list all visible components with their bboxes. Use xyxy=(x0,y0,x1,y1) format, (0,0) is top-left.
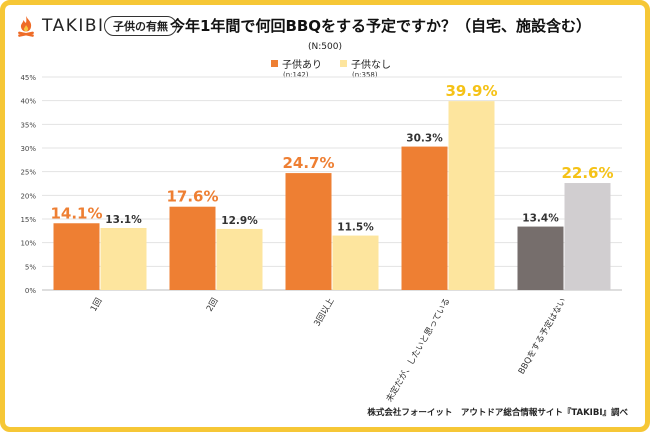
y-tick-label: 0% xyxy=(25,287,36,295)
y-tick-label: 25% xyxy=(20,169,36,177)
legend-label-with-kids: 子供あり xyxy=(282,60,322,71)
takibi-logo: TAKIBI xyxy=(14,14,105,38)
data-label: 22.6% xyxy=(561,164,613,182)
data-label: 24.7% xyxy=(282,154,334,172)
legend-item-with-kids: 子供あり (n:142) xyxy=(271,56,322,79)
bar xyxy=(53,223,100,290)
source-credit: 株式会社フォーイット アウトドア総合情報サイト『TAKIBI』調べ xyxy=(367,408,628,418)
y-tick-label: 20% xyxy=(20,192,36,200)
category-label: 2回 xyxy=(205,297,221,314)
chart-title: 今年1年間で何回BBQをする予定ですか？（自宅、施設含む） xyxy=(170,17,592,35)
legend-n-with-kids: (n:142) xyxy=(283,71,309,79)
y-tick-label: 15% xyxy=(20,216,36,224)
bar xyxy=(448,101,495,290)
data-label: 14.1% xyxy=(50,204,102,222)
bar xyxy=(285,173,332,290)
y-tick-label: 45% xyxy=(20,74,36,82)
data-label: 13.4% xyxy=(522,213,559,225)
bar xyxy=(517,226,564,290)
legend: 子供あり (n:142) 子供なし (n:358) xyxy=(271,56,391,79)
data-label: 17.6% xyxy=(166,188,218,206)
data-label: 11.5% xyxy=(337,222,374,234)
legend-swatch-with-kids xyxy=(271,60,278,67)
legend-label-without-kids: 子供なし xyxy=(351,60,391,71)
y-tick-label: 35% xyxy=(20,121,36,129)
y-tick-label: 30% xyxy=(20,145,36,153)
category-label: BBQをする予定はない xyxy=(516,296,569,376)
legend-item-without-kids: 子供なし (n:358) xyxy=(340,56,391,79)
y-tick-label: 5% xyxy=(25,263,36,271)
bar xyxy=(401,146,448,290)
bar xyxy=(169,206,216,290)
bar xyxy=(100,227,147,290)
data-label: 39.9% xyxy=(445,82,497,100)
legend-swatch-without-kids xyxy=(340,60,347,67)
bar xyxy=(564,183,611,290)
sample-size: (N:500) xyxy=(308,42,342,52)
legend-n-without-kids: (n:358) xyxy=(352,71,378,79)
data-label: 30.3% xyxy=(406,133,443,145)
logo-text: TAKIBI xyxy=(42,16,105,36)
category-label: 3回以上 xyxy=(312,296,336,328)
bar xyxy=(216,228,263,290)
campfire-icon xyxy=(18,16,34,37)
y-tick-label: 10% xyxy=(20,240,36,248)
y-tick-label: 40% xyxy=(20,98,36,106)
category-label: 未定だが、したいと思っている xyxy=(384,296,453,404)
category-label: 1回 xyxy=(89,297,105,314)
data-label: 12.9% xyxy=(221,215,258,227)
data-label: 13.1% xyxy=(105,214,142,226)
bar xyxy=(332,235,379,290)
topic-badge: 子供の有無 xyxy=(104,16,177,36)
